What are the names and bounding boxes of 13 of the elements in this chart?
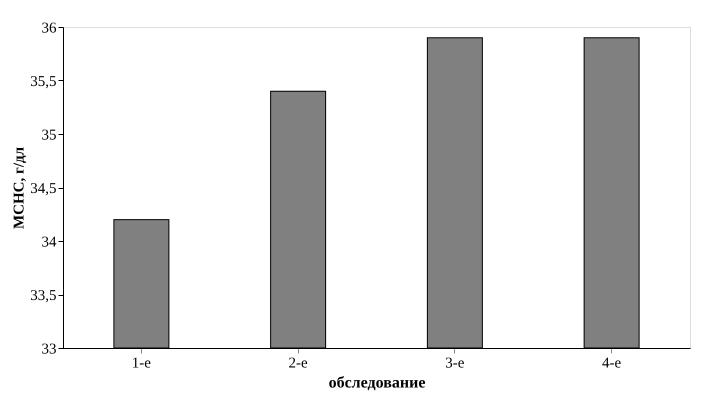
- x-tick-label: 3-е: [445, 356, 465, 372]
- y-tick-label: 35: [42, 128, 56, 144]
- y-tick-label: 34: [42, 234, 57, 250]
- x-axis-title: обследование: [328, 374, 426, 392]
- y-tick-label: 35,5: [30, 74, 56, 90]
- x-tick-label: 4-е: [602, 356, 622, 372]
- y-tick-label: 34,5: [30, 181, 56, 197]
- y-tick-label: 33: [42, 342, 56, 358]
- x-tick-label: 2-е: [288, 356, 308, 372]
- x-tick-label: 1-е: [132, 356, 152, 372]
- y-axis-title: MCHC, г/дл: [11, 146, 28, 229]
- y-tick-label: 36: [42, 20, 57, 36]
- y-tick-label: 33,5: [30, 288, 56, 304]
